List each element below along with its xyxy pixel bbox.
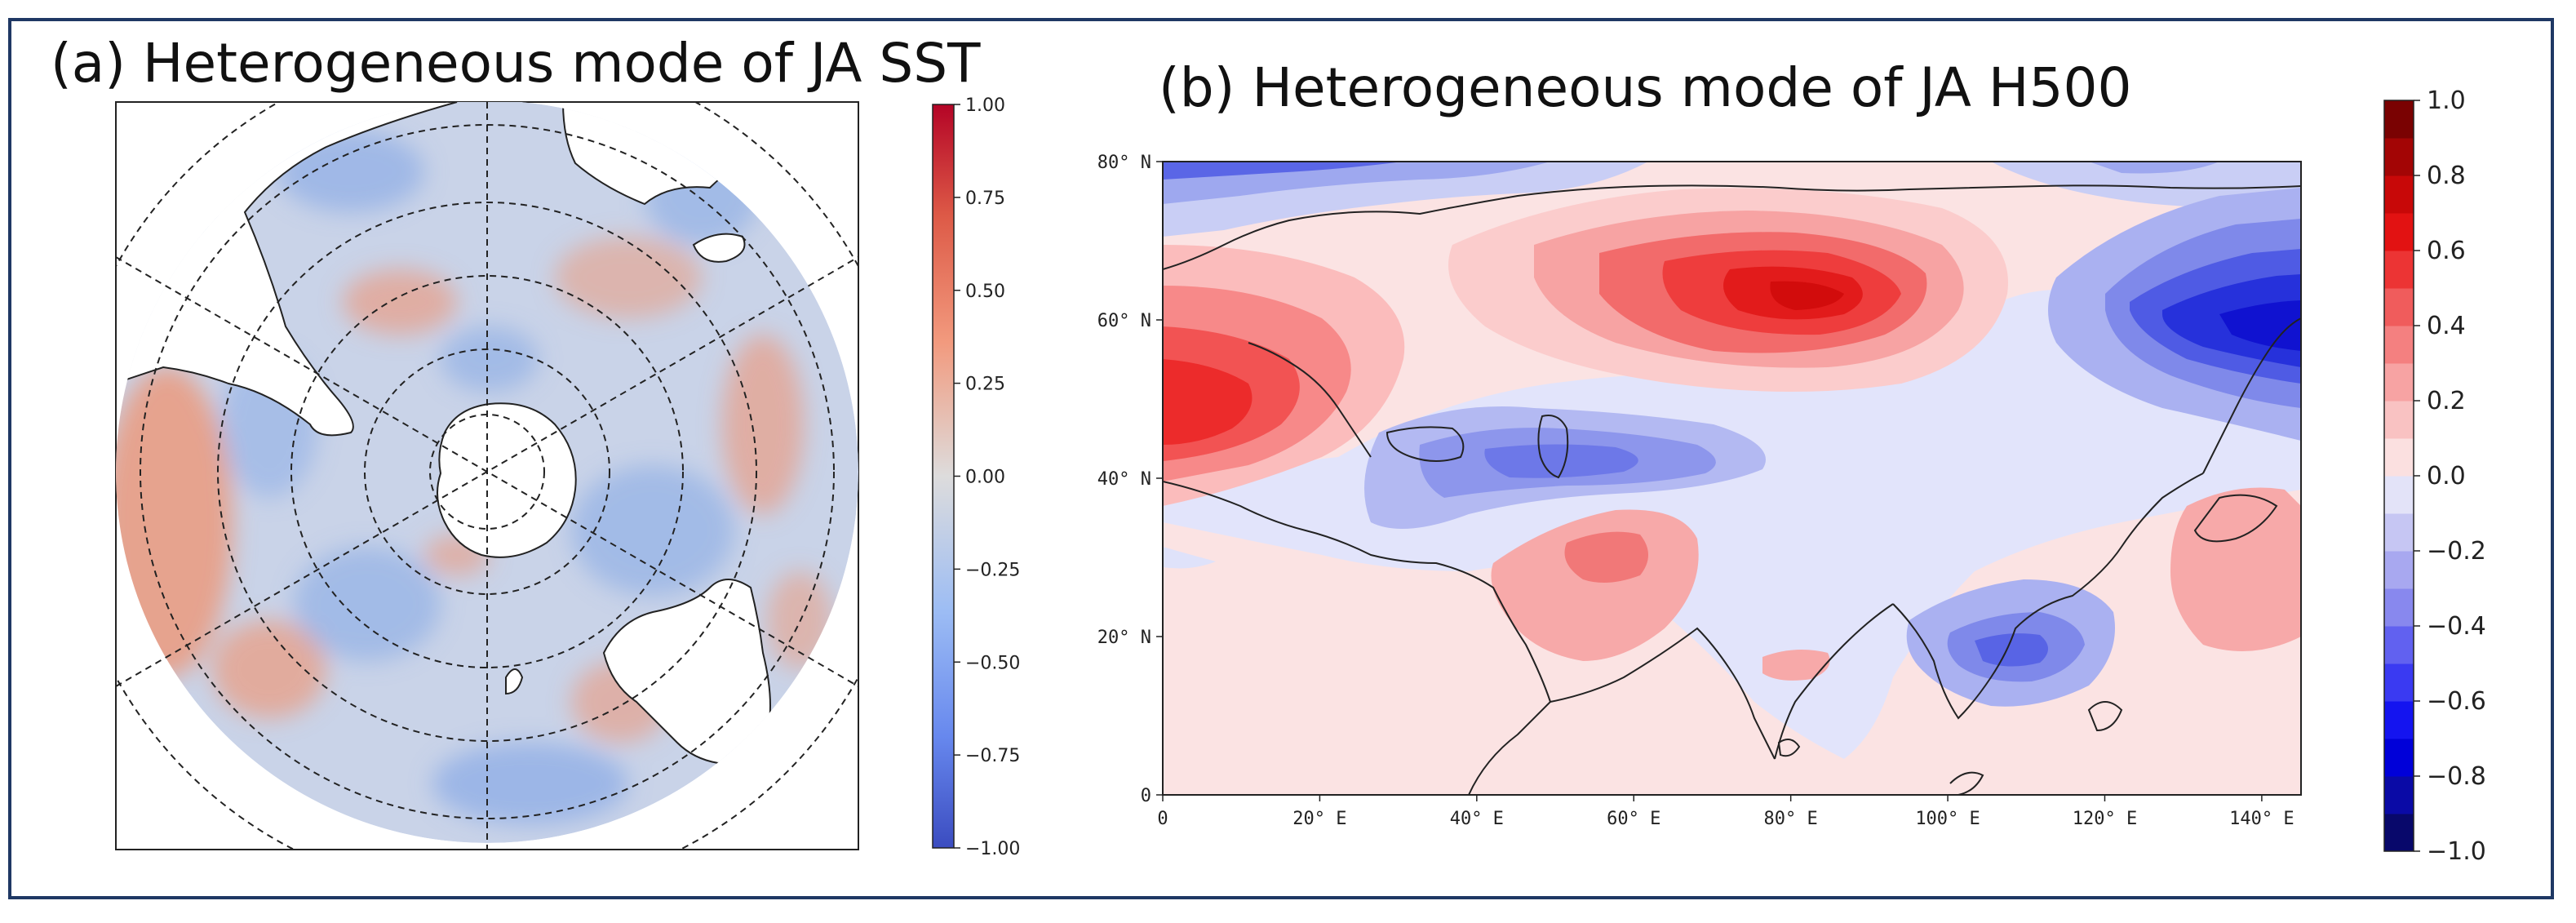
x-tick-label: 120° E [2073, 809, 2137, 829]
x-tick-label: 0 [1157, 809, 1168, 829]
cb-a-tick-label: 0.50 [965, 282, 1005, 302]
cb-b-bin [2384, 626, 2414, 664]
x-tick-label: 60° E [1607, 809, 1660, 829]
cb-a-tick-label: 1.00 [965, 95, 1005, 116]
cb-b-bin [2384, 251, 2414, 289]
cb-b-bin [2384, 513, 2414, 552]
panel-a-title: (a) Heterogeneous mode of JA SST [51, 32, 981, 95]
panel-b-title: (b) Heterogeneous mode of JA H500 [1159, 56, 2131, 119]
cb-a-tick-label: 0.25 [965, 375, 1005, 395]
x-tick-label: 140° E [2229, 809, 2294, 829]
panel-b-colorbar-scale [2384, 100, 2414, 852]
cb-a-tick-label: −0.75 [965, 746, 1020, 766]
h500-contour-field [1163, 162, 2301, 759]
cb-b-bin [2384, 401, 2414, 439]
cb-a-tick-label: 0.00 [965, 468, 1005, 488]
cb-a-tick-label: 0.75 [965, 189, 1005, 209]
panel-b-map: 0 20° E 40° E 60° E 80° E 100° E 120° E 140° E 0… [1097, 153, 2302, 829]
cb-b-bin [2384, 814, 2414, 852]
cb-b-bin [2384, 776, 2414, 814]
panel-a-graticule [116, 102, 858, 850]
cb-b-tick-label: 1.0 [2427, 87, 2466, 115]
x-tick-label: 100° E [1915, 809, 1980, 829]
cb-b-tick-label: −0.6 [2427, 687, 2486, 716]
cb-a-tick-label: −0.25 [965, 560, 1020, 580]
cb-b-tick-label: 0.4 [2427, 312, 2466, 340]
tasmania-land [505, 668, 524, 695]
x-tick-label: 40° E [1450, 809, 1504, 829]
cb-b-tick-label: 0.6 [2427, 237, 2466, 265]
y-tick-label: 40° N [1097, 469, 1151, 490]
cb-a-tick-label: −1.00 [965, 839, 1020, 859]
panel-b-coastlines [1163, 184, 2301, 795]
panel-a-map [115, 101, 859, 850]
cb-b-tick-label: −0.4 [2427, 612, 2486, 641]
cb-b-bin [2384, 100, 2414, 139]
panel-a-colorbar-ticks: 1.00 0.75 0.50 0.25 0.00 −0.25 −0.50 −0.75 −1.00 [954, 95, 1020, 859]
sst-anomaly-field [116, 131, 832, 824]
cb-b-bin [2384, 739, 2414, 777]
antarctica-land [437, 402, 577, 558]
cb-b-bin [2384, 213, 2414, 251]
x-tick-label: 80° E [1764, 809, 1818, 829]
panel-b-colorbar: 1.0 0.8 0.6 0.4 0.2 0.0 −0.2 −0.4 −0.6 −0.8 −1.0 [2383, 87, 2486, 866]
cb-b-tick-label: 0.2 [2427, 387, 2466, 415]
cb-b-bin [2384, 588, 2414, 627]
y-tick-label: 20° N [1097, 628, 1151, 648]
cb-b-bin [2384, 288, 2414, 326]
y-tick-label: 0 [1141, 786, 1151, 806]
figure-frame [8, 18, 2554, 899]
cb-b-tick-label: −0.8 [2427, 762, 2486, 791]
cb-b-tick-label: −0.2 [2427, 537, 2486, 566]
australia-land [602, 579, 771, 765]
x-tick-label: 20° E [1292, 809, 1346, 829]
cb-b-tick-label: 0.8 [2427, 162, 2466, 190]
panel-a-colorbar-scale [932, 104, 955, 849]
panel-a-colorbar: 1.00 0.75 0.50 0.25 0.00 −0.25 −0.50 −0.75 −1.00 [932, 95, 1020, 859]
panel-b-axis-ticks: 0 20° E 40° E 60° E 80° E 100° E 120° E 140° E 0… [1097, 153, 2294, 829]
cb-b-tick-label: 0.0 [2427, 462, 2466, 490]
cb-b-bin [2384, 438, 2414, 477]
cb-b-tick-label: −1.0 [2427, 837, 2486, 866]
panel-b-colorbar-ticks: 1.0 0.8 0.6 0.4 0.2 0.0 −0.2 −0.4 −0.6 −0.8 −1.0 [2414, 87, 2486, 866]
y-tick-label: 80° N [1097, 153, 1151, 173]
cb-b-bin [2384, 476, 2414, 514]
cb-b-bin [2384, 663, 2414, 702]
cb-b-bin [2384, 551, 2414, 589]
cb-b-bin [2384, 701, 2414, 739]
cb-b-bin [2384, 138, 2414, 176]
madagascar-land [692, 233, 746, 263]
cb-a-tick-label: −0.50 [965, 653, 1020, 673]
y-tick-label: 60° N [1097, 311, 1151, 331]
cb-b-bin [2384, 363, 2414, 402]
cb-b-bin [2384, 175, 2414, 214]
cb-b-bin [2384, 326, 2414, 364]
